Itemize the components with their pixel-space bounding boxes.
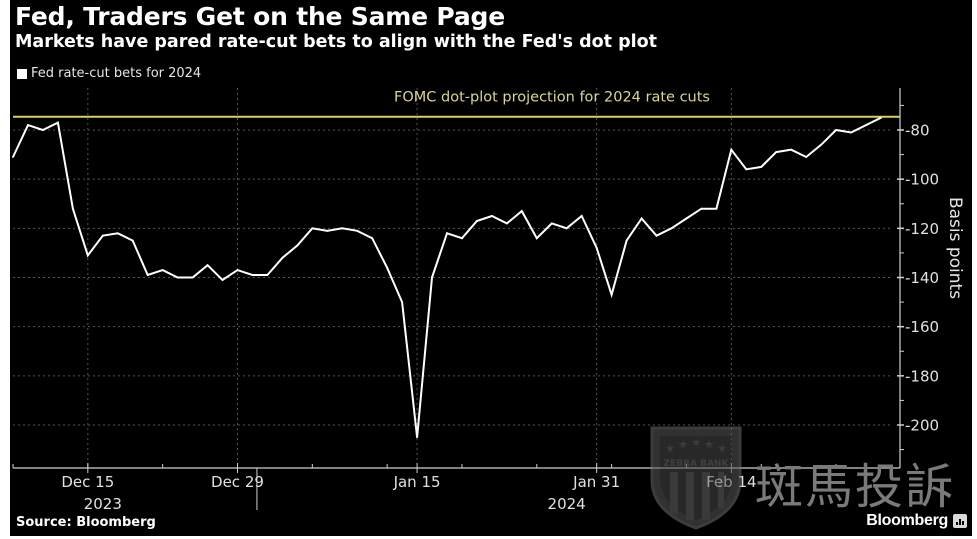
- watermark-badge-text: ZEBRA BANK: [664, 459, 730, 469]
- source-note: Source: Bloomberg: [16, 515, 156, 530]
- x-year-label: 2023: [84, 495, 122, 513]
- data-point: [565, 227, 568, 230]
- data-point: [805, 156, 808, 158]
- data-point: [835, 129, 838, 131]
- data-point: [236, 269, 239, 272]
- chart-title: Fed, Traders Get on the Same Page: [15, 2, 505, 31]
- data-point: [116, 232, 119, 235]
- x-tick-label: Dec 29: [211, 473, 264, 491]
- svg-text:★: ★: [704, 438, 714, 451]
- x-year-label: 2024: [548, 495, 586, 513]
- chart-frame: Fed, Traders Get on the Same Page Market…: [10, 0, 972, 536]
- data-point: [865, 124, 867, 126]
- watermark-shield-icon: ★ ★ ★ ★ ★ ZEBRA BANK: [650, 426, 742, 530]
- fomc-reference-label: FOMC dot-plot projection for 2024 rate c…: [394, 90, 710, 106]
- data-point: [685, 217, 688, 220]
- y-tick-label: ‑120: [905, 220, 939, 238]
- data-point: [820, 143, 823, 146]
- data-point: [490, 215, 493, 217]
- x-tick-label: Dec 15: [61, 473, 114, 491]
- data-point: [476, 220, 478, 222]
- svg-text:★: ★: [678, 438, 688, 451]
- data-point: [640, 217, 643, 220]
- legend-label: Fed rate-cut bets for 2024: [31, 66, 202, 81]
- data-point: [610, 293, 613, 296]
- y-tick-label: ‑160: [905, 318, 939, 336]
- data-point: [850, 131, 852, 134]
- data-point: [161, 269, 164, 272]
- legend: Fed rate-cut bets for 2024: [17, 66, 201, 81]
- data-point: [670, 227, 673, 230]
- y-tick-label: ‑140: [905, 269, 939, 287]
- data-point: [505, 222, 508, 225]
- data-point: [431, 276, 433, 279]
- data-point: [880, 116, 882, 119]
- chart-subtitle: Markets have pared rate-cut bets to alig…: [15, 32, 658, 52]
- y-tick-label: ‑180: [905, 367, 939, 385]
- data-point: [760, 165, 763, 168]
- y-axis-label: Basis points: [945, 197, 965, 299]
- data-point: [42, 129, 44, 131]
- data-point: [131, 239, 134, 242]
- data-point: [146, 274, 149, 276]
- data-point: [311, 227, 314, 230]
- data-point: [371, 237, 374, 240]
- data-point: [580, 215, 583, 217]
- data-point: [101, 234, 104, 237]
- data-point: [191, 276, 194, 279]
- data-point: [27, 124, 29, 126]
- svg-text:★: ★: [691, 436, 701, 449]
- y-tick-label: ‑80: [905, 122, 930, 140]
- x-tick-label: Jan 15: [393, 473, 441, 491]
- y-tick-label: ‑200: [905, 417, 939, 435]
- data-point: [520, 210, 523, 213]
- svg-text:★: ★: [717, 442, 727, 455]
- data-point: [386, 266, 389, 269]
- data-point: [221, 279, 224, 281]
- data-point: [56, 121, 59, 124]
- data-point: [715, 207, 718, 210]
- line-chart: ‑80 ‑100 ‑120 ‑140 ‑160 ‑180 ‑200 Basis points D…: [12, 88, 965, 513]
- data-point: [356, 229, 359, 232]
- data-point: [730, 148, 733, 151]
- bloomberg-chart-icon: [953, 514, 967, 528]
- data-point: [206, 264, 209, 267]
- data-point: [296, 244, 299, 247]
- x-tick-label: Jan 31: [572, 473, 620, 491]
- legend-swatch: [17, 68, 27, 79]
- data-point: [790, 148, 793, 151]
- data-point: [416, 436, 418, 439]
- data-point: [12, 156, 14, 158]
- data-point: [461, 237, 463, 240]
- data-point: [550, 222, 553, 225]
- data-point: [655, 234, 658, 237]
- data-point: [401, 301, 404, 303]
- data-point: [595, 247, 598, 249]
- bloomberg-logo: Bloomberg: [866, 512, 948, 529]
- data-point: [446, 232, 448, 235]
- data-point: [86, 254, 89, 257]
- data-point: [266, 274, 269, 276]
- data-point: [625, 239, 628, 242]
- data-point: [745, 168, 748, 171]
- data-point: [281, 256, 284, 259]
- svg-text:★: ★: [665, 442, 675, 455]
- data-point: [251, 274, 254, 276]
- data-point: [700, 207, 703, 210]
- data-point: [71, 207, 74, 210]
- data-point: [535, 237, 538, 240]
- data-point: [341, 227, 344, 230]
- data-point: [326, 229, 329, 232]
- data-point: [176, 276, 179, 279]
- y-tick-label: ‑100: [905, 171, 939, 189]
- data-point: [775, 151, 778, 154]
- watermark-text: 斑馬投訴: [755, 459, 956, 515]
